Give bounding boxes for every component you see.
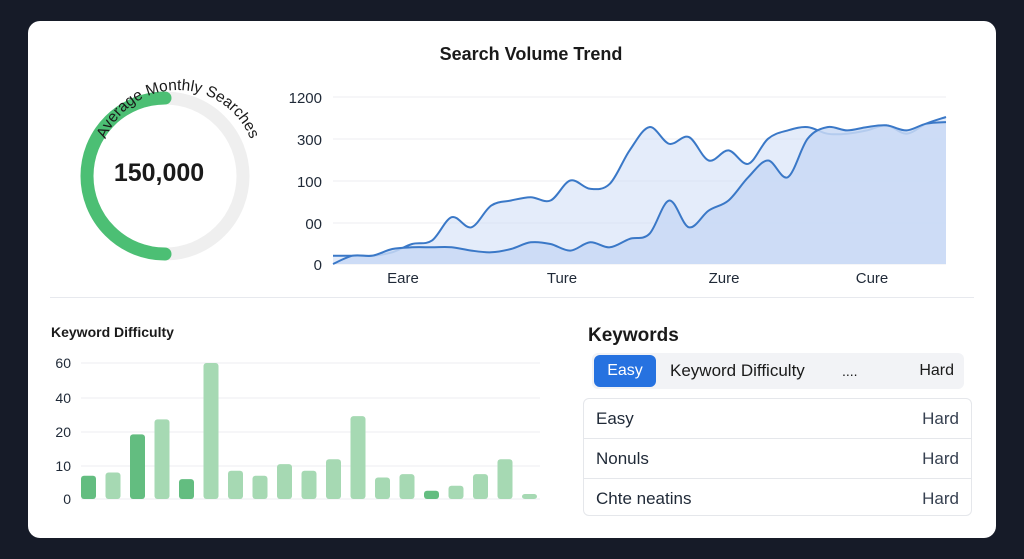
kd-bar [203, 363, 219, 499]
keyword-name: Chte neatins [596, 489, 692, 508]
kd-bar [448, 485, 464, 499]
keywords-header: Easy Keyword Difficulty .... Hard [592, 353, 964, 389]
keyword-name: Easy [596, 409, 634, 428]
kd-bar [179, 479, 194, 499]
kd-bar [301, 470, 317, 499]
kd-y-tick-label: 20 [55, 424, 71, 440]
kd-bar [105, 472, 121, 499]
table-row[interactable]: Nonuls Hard [584, 439, 971, 479]
kd-bar [522, 494, 537, 499]
gauge-value: 150,000 [113, 159, 205, 187]
hard-column-header[interactable]: Hard [919, 362, 954, 379]
keyword-name: Nonuls [596, 449, 649, 468]
kd-bar [473, 474, 488, 499]
section-divider [50, 297, 974, 298]
keyword-difficulty-chart: 60 40 20 10 0 [55, 355, 540, 507]
keyword-difficulty-value: Hard [922, 489, 959, 508]
average-monthly-searches-gauge: Average Monthly Searches 150,000 [68, 66, 278, 276]
trend-y-tick-label: 0 [314, 257, 322, 274]
trend-y-tick-label: 00 [305, 216, 322, 233]
trend-area-1 [333, 122, 946, 264]
keyword-difficulty-column-header[interactable]: Keyword Difficulty [670, 361, 805, 380]
kd-bar [350, 416, 366, 499]
dashboard-card: Average Monthly Searches 150,000 Search … [28, 21, 996, 538]
trend-y-tick-label: 100 [297, 174, 322, 191]
kd-bar [228, 470, 243, 499]
kd-bar [326, 459, 341, 499]
trend-y-tick-label: 300 [297, 132, 322, 149]
kd-bar [130, 434, 145, 499]
trend-line-1 [332, 121, 947, 265]
keyword-difficulty-value: Hard [922, 409, 959, 428]
trend-x-tick-label: Eare [387, 270, 419, 287]
kd-y-tick-label: 10 [55, 458, 71, 474]
keywords-table: Easy Hard Nonuls Hard Chte neatins Hard [583, 398, 972, 516]
kd-bar [399, 474, 415, 499]
keyword-difficulty-value: Hard [922, 449, 959, 468]
kd-bar [497, 459, 513, 499]
keyword-difficulty-title: Keyword Difficulty [51, 324, 174, 340]
kd-bar [375, 477, 390, 499]
kd-bar [81, 475, 96, 499]
kd-y-tick-label: 40 [55, 390, 71, 406]
table-row[interactable]: Chte neatins Hard [584, 479, 971, 515]
trend-x-tick-label: Ture [547, 270, 577, 287]
trend-x-tick-label: Cure [856, 270, 889, 287]
gauge-svg: Average Monthly Searches [80, 77, 263, 261]
trend-x-tick-label: Zure [709, 270, 740, 287]
keywords-title: Keywords [588, 325, 679, 346]
easy-filter-button[interactable]: Easy [594, 355, 656, 387]
more-options-button[interactable]: .... [842, 363, 858, 379]
kd-bar [252, 475, 268, 499]
trend-y-tick-label: 1200 [289, 90, 322, 107]
kd-bar [277, 464, 292, 499]
gauge-progress-arc [80, 91, 172, 261]
kd-bar [424, 490, 439, 499]
kd-bar [154, 419, 170, 499]
kd-y-tick-label: 60 [55, 355, 71, 371]
trend-chart-title: Search Volume Trend [439, 44, 623, 64]
table-row[interactable]: Easy Hard [584, 399, 971, 439]
kd-y-tick-label: 0 [63, 491, 71, 507]
